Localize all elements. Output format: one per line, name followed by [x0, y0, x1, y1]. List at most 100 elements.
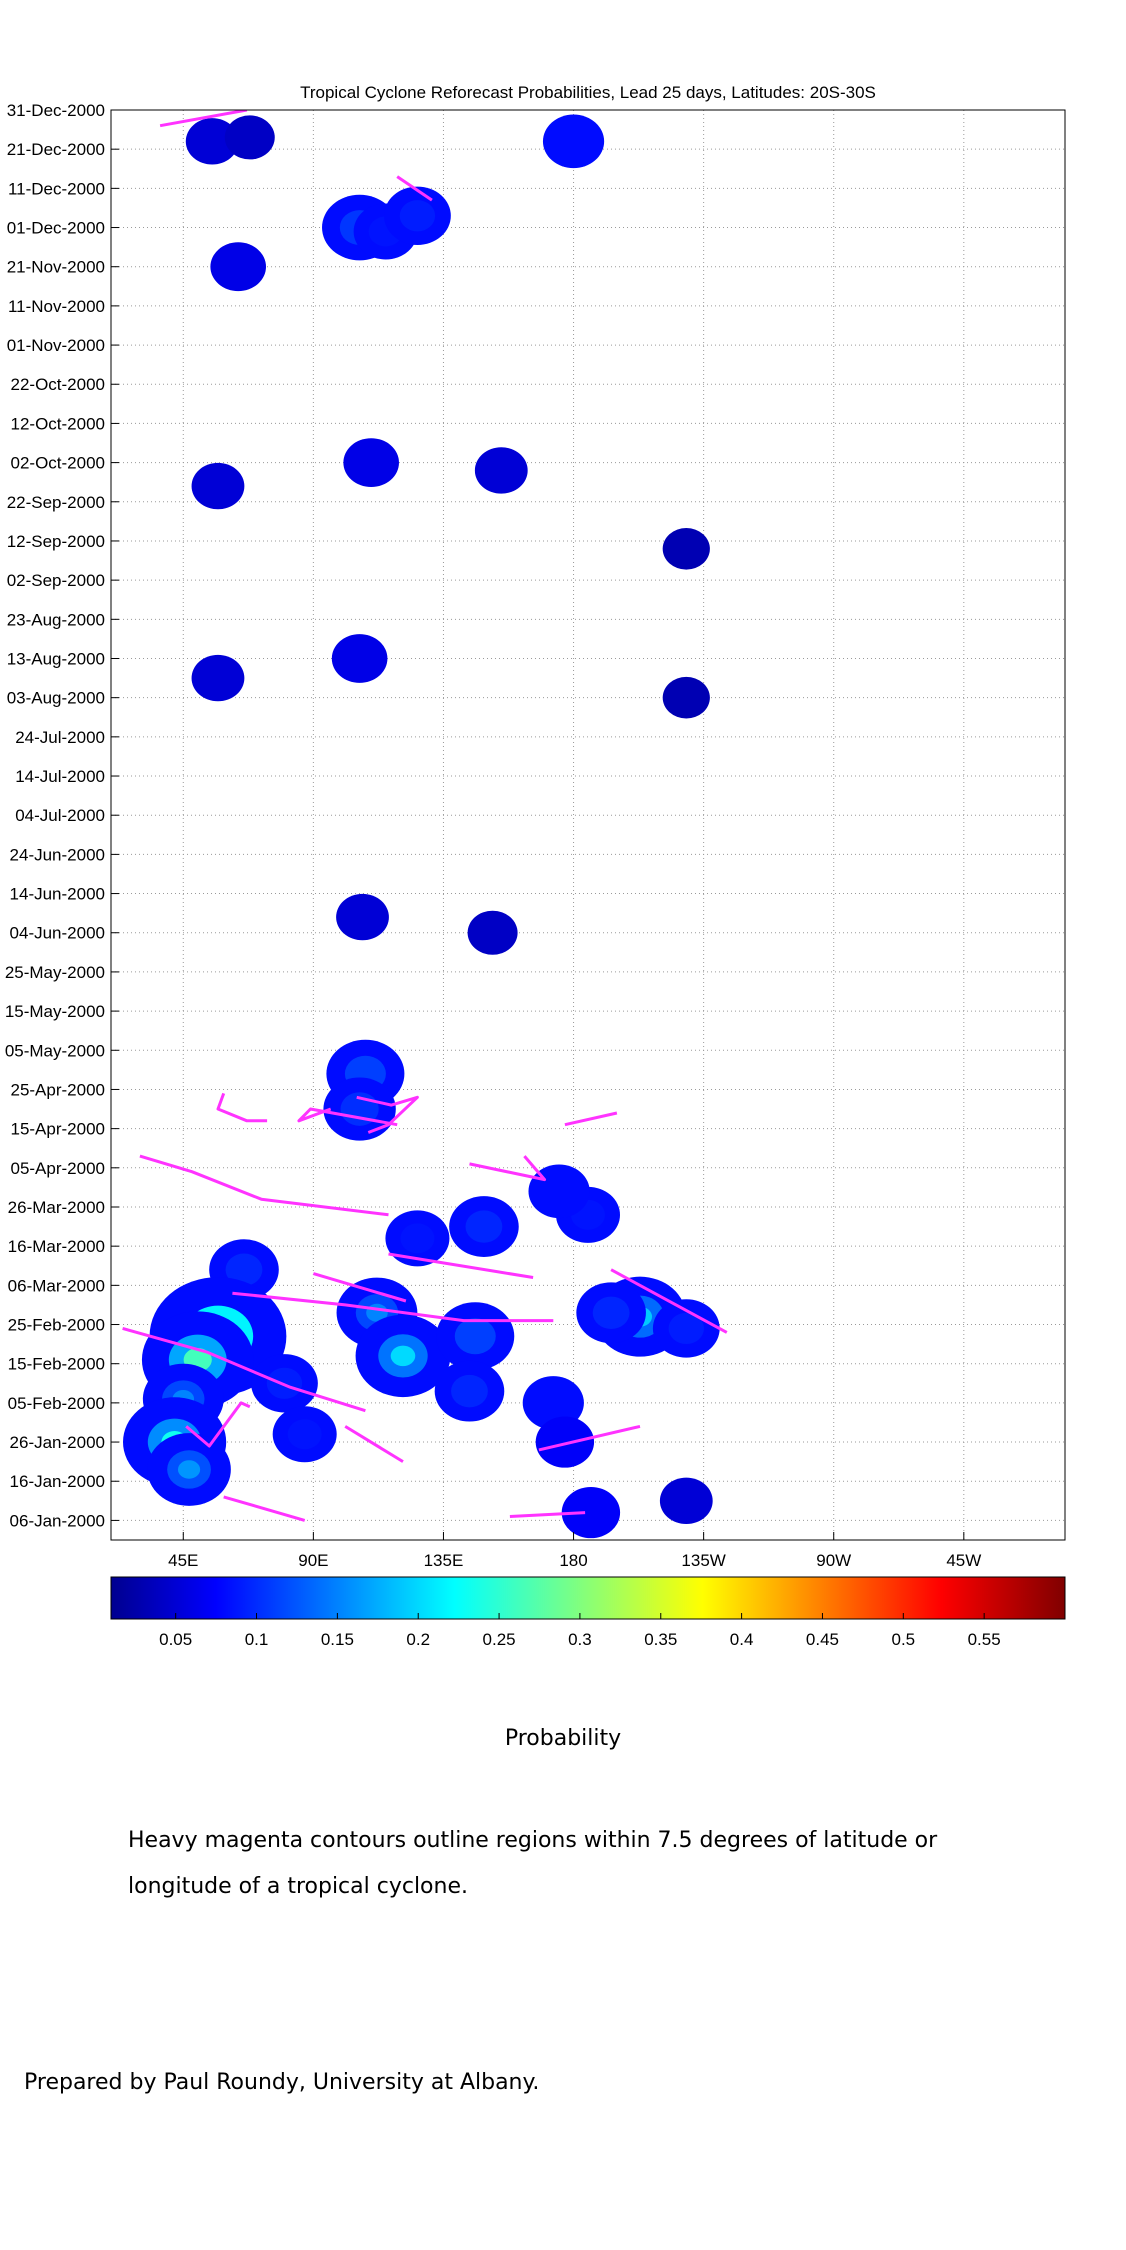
- probability-blob: [659, 1477, 713, 1525]
- contour-note: Heavy magenta contours outline regions w…: [128, 1828, 938, 1899]
- probability-blob: [542, 114, 605, 169]
- probability-blob-core: [177, 1460, 201, 1479]
- probability-blob-mid: [668, 1312, 704, 1345]
- probability-blob: [662, 527, 710, 570]
- probability-blob-mid: [592, 1296, 630, 1329]
- colorbar-tick-label: 0.1: [245, 1630, 269, 1649]
- y-tick-label: 13-Aug-2000: [7, 649, 105, 668]
- probability-blob-core: [390, 1345, 416, 1367]
- y-tick-label: 25-May-2000: [5, 963, 105, 982]
- x-tick-label: 45E: [168, 1551, 198, 1570]
- colorbar-tick-label: 0.55: [968, 1630, 1001, 1649]
- y-tick-label: 25-Apr-2000: [10, 1080, 105, 1099]
- y-tick-label: 05-Apr-2000: [10, 1159, 105, 1178]
- y-tick-label: 05-May-2000: [5, 1041, 105, 1060]
- colorbar-tick-label: 0.45: [806, 1630, 839, 1649]
- colorbar-tick-label: 0.25: [483, 1630, 516, 1649]
- y-tick-label: 14-Jun-2000: [10, 885, 105, 904]
- cyclone-contour: [223, 1495, 306, 1522]
- x-tick-label: 135W: [681, 1551, 725, 1570]
- probability-blob: [210, 242, 266, 292]
- y-tick-label: 03-Aug-2000: [7, 689, 105, 708]
- cyclone-contour: [509, 1511, 586, 1518]
- probability-blob-mid: [399, 200, 436, 232]
- probability-blob: [191, 654, 245, 702]
- y-tick-label: 15-Feb-2000: [8, 1355, 105, 1374]
- grid-lines: [111, 109, 1065, 1540]
- cyclone-contours: [122, 110, 728, 1522]
- x-tick-label: 90W: [816, 1551, 851, 1570]
- y-tick-label: 05-Feb-2000: [8, 1394, 105, 1413]
- cyclone-contour: [232, 1291, 554, 1323]
- colorbar-label: Probability: [504, 1726, 622, 1751]
- probability-blob-mid: [451, 1374, 488, 1408]
- y-tick-label: 15-Apr-2000: [10, 1120, 105, 1139]
- y-tick-label: 26-Jan-2000: [10, 1433, 105, 1452]
- probability-blob: [474, 447, 528, 494]
- colorbar-tick-label: 0.15: [321, 1630, 354, 1649]
- plot-frame: [110, 109, 1066, 1541]
- y-tick-label: 24-Jun-2000: [10, 845, 105, 864]
- y-tick-label: 16-Jan-2000: [10, 1472, 105, 1491]
- y-tick-label: 04-Jun-2000: [10, 924, 105, 943]
- probability-blob: [535, 1416, 595, 1468]
- hovmoller-chart: Tropical Cyclone Reforecast Probabilitie…: [5, 83, 1066, 1649]
- y-tick-label: 23-Aug-2000: [7, 610, 105, 629]
- cyclone-contour: [356, 1095, 419, 1134]
- x-tick-label: 45W: [946, 1551, 981, 1570]
- probability-blob-mid: [225, 1253, 263, 1286]
- cyclone-contour: [297, 1107, 398, 1127]
- cyclone-contour: [159, 110, 248, 128]
- x-tick-label: 135E: [424, 1551, 464, 1570]
- y-tick-label: 01-Nov-2000: [7, 336, 105, 355]
- colorbar-tick-label: 0.5: [891, 1630, 915, 1649]
- y-tick-label: 26-Mar-2000: [8, 1198, 105, 1217]
- cyclone-contour: [312, 1272, 407, 1303]
- colorbar: [110, 1576, 1066, 1620]
- y-tick-label: 01-Dec-2000: [7, 219, 105, 238]
- cyclone-contour: [185, 1401, 251, 1448]
- probability-blob: [331, 634, 388, 683]
- cyclone-contour: [469, 1155, 547, 1182]
- cyclone-contour: [610, 1268, 728, 1334]
- probability-blob: [224, 115, 275, 160]
- probability-blob: [336, 893, 389, 941]
- cyclone-contour: [139, 1154, 389, 1217]
- y-tick-label: 21-Dec-2000: [7, 140, 105, 159]
- y-tick-label: 12-Sep-2000: [7, 532, 105, 551]
- colorbar-tick-label: 0.3: [568, 1630, 592, 1649]
- probability-blob-mid: [454, 1318, 496, 1355]
- chart-title: Tropical Cyclone Reforecast Probabilitie…: [300, 83, 876, 102]
- probability-blob: [561, 1486, 621, 1539]
- y-tick-label: 24-Jul-2000: [15, 728, 105, 747]
- y-tick-label: 15-May-2000: [5, 1002, 105, 1021]
- y-tick-label: 06-Mar-2000: [8, 1276, 105, 1295]
- cyclone-contour: [216, 1092, 268, 1123]
- y-axis: 31-Dec-2000 21-Dec-2000 11-Dec-2000 01-Dec-…: [5, 101, 119, 1530]
- cyclone-contour: [122, 1326, 366, 1413]
- y-tick-label: 22-Oct-2000: [11, 375, 106, 394]
- probability-field: [123, 114, 720, 1539]
- colorbar-tick-label: 0.4: [730, 1630, 754, 1649]
- y-tick-label: 04-Jul-2000: [15, 806, 105, 825]
- probability-blob: [522, 1376, 584, 1430]
- probability-blob: [343, 438, 399, 488]
- y-tick-label: 31-Dec-2000: [7, 101, 105, 120]
- y-tick-label: 25-Feb-2000: [8, 1316, 105, 1335]
- y-tick-label: 12-Oct-2000: [11, 414, 106, 433]
- cyclone-contour: [344, 1425, 404, 1463]
- cyclone-contour: [564, 1111, 618, 1127]
- y-tick-label: 02-Oct-2000: [11, 454, 106, 473]
- x-tick-label: 90E: [298, 1551, 328, 1570]
- colorbar-tick-label: 0.2: [406, 1630, 430, 1649]
- probability-blob: [467, 910, 518, 955]
- probability-blob: [662, 676, 710, 719]
- y-tick-label: 22-Sep-2000: [7, 493, 105, 512]
- y-tick-label: 11-Dec-2000: [8, 179, 105, 198]
- probability-blob-mid: [287, 1419, 322, 1450]
- x-tick-label: 180: [559, 1551, 587, 1570]
- y-tick-label: 21-Nov-2000: [7, 258, 105, 277]
- y-tick-label: 06-Jan-2000: [10, 1511, 105, 1530]
- colorbar-tick-label: 0.05: [159, 1630, 192, 1649]
- cyclone-contour: [388, 1252, 534, 1279]
